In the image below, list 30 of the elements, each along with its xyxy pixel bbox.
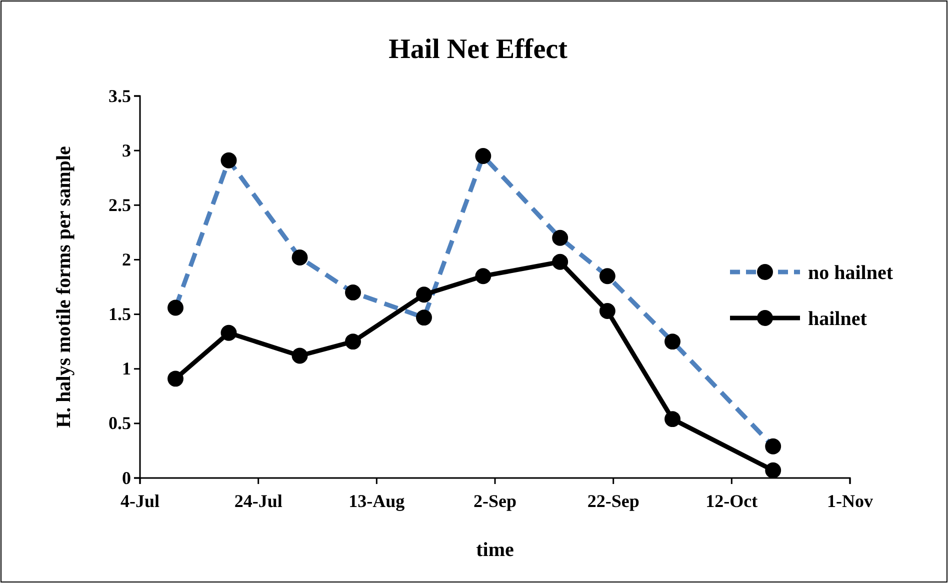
y-tick-label: 3 xyxy=(122,140,131,160)
point xyxy=(475,268,492,284)
y-tick-label: 1 xyxy=(122,358,131,379)
point xyxy=(664,411,680,428)
x-tick-label: 13-Aug xyxy=(348,490,405,511)
point xyxy=(220,324,237,341)
point xyxy=(416,286,432,303)
point xyxy=(599,303,616,319)
y-tick-label: 0 xyxy=(122,468,131,488)
x-tick-label: 1-Nov xyxy=(827,490,873,511)
point xyxy=(292,348,308,364)
legend-label: no hailnet xyxy=(808,262,894,284)
point xyxy=(765,462,782,478)
x-tick-label: 12-Oct xyxy=(706,490,758,511)
y-axis-title: H. halys motile forms per sample xyxy=(53,146,75,428)
y-tick-label: 3.5 xyxy=(108,86,131,106)
y-tick-label: 1.5 xyxy=(108,304,131,324)
x-tick-label: 24-Jul xyxy=(234,490,282,511)
x-tick-label: 2-Sep xyxy=(473,490,517,511)
x-tick-label: 22-Sep xyxy=(587,490,640,511)
y-tick-label: 2 xyxy=(122,249,131,270)
chart-title: Hail Net Effect xyxy=(388,34,568,65)
legend-label: hailnet xyxy=(808,308,868,330)
y-tick-label: 0.5 xyxy=(108,413,131,434)
point xyxy=(168,370,184,387)
y-tick-label: 2.5 xyxy=(108,194,131,215)
x-tick-label: 4-Jul xyxy=(120,490,160,511)
point xyxy=(345,334,361,350)
x-axis-title: time xyxy=(476,539,514,561)
point xyxy=(552,254,568,270)
